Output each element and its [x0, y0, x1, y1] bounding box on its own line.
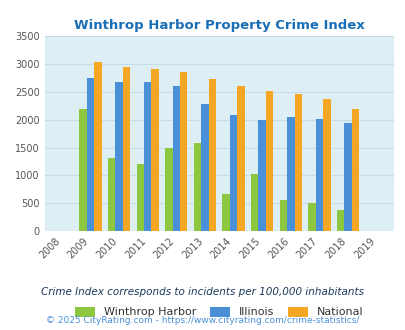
Bar: [87, 78, 94, 231]
Bar: [172, 86, 179, 231]
Bar: [79, 109, 87, 231]
Bar: [279, 200, 286, 231]
Title: Winthrop Harbor Property Crime Index: Winthrop Harbor Property Crime Index: [74, 19, 364, 32]
Bar: [294, 94, 301, 231]
Bar: [222, 194, 229, 231]
Bar: [307, 203, 315, 231]
Bar: [343, 123, 351, 231]
Bar: [122, 67, 130, 231]
Bar: [322, 99, 330, 231]
Bar: [250, 174, 258, 231]
Bar: [165, 148, 172, 231]
Bar: [151, 69, 158, 231]
Bar: [208, 79, 215, 231]
Bar: [351, 109, 358, 231]
Bar: [229, 115, 237, 231]
Bar: [179, 72, 187, 231]
Bar: [201, 104, 208, 231]
Bar: [265, 91, 273, 231]
Text: Crime Index corresponds to incidents per 100,000 inhabitants: Crime Index corresponds to incidents per…: [41, 287, 364, 297]
Bar: [144, 82, 151, 231]
Bar: [108, 157, 115, 231]
Bar: [315, 119, 322, 231]
Bar: [336, 211, 343, 231]
Text: © 2025 CityRating.com - https://www.cityrating.com/crime-statistics/: © 2025 CityRating.com - https://www.city…: [46, 315, 359, 325]
Bar: [115, 82, 122, 231]
Bar: [258, 120, 265, 231]
Bar: [136, 164, 144, 231]
Bar: [193, 143, 201, 231]
Bar: [94, 62, 101, 231]
Legend: Winthrop Harbor, Illinois, National: Winthrop Harbor, Illinois, National: [75, 307, 362, 317]
Bar: [286, 117, 294, 231]
Bar: [237, 86, 244, 231]
